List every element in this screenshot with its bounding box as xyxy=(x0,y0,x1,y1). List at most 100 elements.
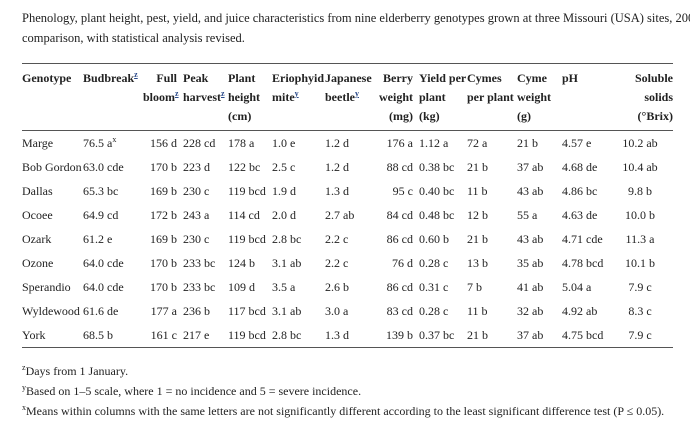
value-cell: 7.9 c xyxy=(607,323,673,348)
genotype-cell: Ozone xyxy=(22,255,54,270)
header-text: Cyme weight (g) xyxy=(517,71,551,123)
table-head: Genotype Budbreakz Full bloomz Peak harvest… xyxy=(22,63,673,131)
value-cell: 11 b xyxy=(467,183,488,198)
value-cell: 2.5 c xyxy=(272,159,296,174)
footnote-link[interactable]: x xyxy=(112,134,117,144)
value-cell: 0.31 c xyxy=(419,279,449,294)
value-cell: 3.0 a xyxy=(325,303,349,318)
value-cell: 12 b xyxy=(467,207,488,222)
value-cell: 37 ab xyxy=(517,159,544,174)
value-cell: 169 b xyxy=(150,231,177,246)
footnote-link[interactable]: y xyxy=(294,89,299,98)
value-cell: 2.8 bc xyxy=(272,231,302,246)
data-table: Genotype Budbreakz Full bloomz Peak harvest… xyxy=(22,63,673,348)
footnote-mark: y xyxy=(22,383,26,392)
header-text: Eriophyid mite xyxy=(272,71,325,104)
value-cell: 1.9 d xyxy=(272,183,296,198)
footnote-link[interactable]: z xyxy=(175,89,179,98)
value-cell: 11 b xyxy=(467,303,488,318)
value-cell: 1.2 d xyxy=(325,135,349,150)
footnote-link[interactable]: z xyxy=(134,70,138,79)
value-cell: 65.3 bc xyxy=(83,183,119,198)
value-cell: 2.6 b xyxy=(325,279,349,294)
value-cell: 119 bcd xyxy=(228,183,266,198)
value-cell: 156 d xyxy=(150,135,177,150)
value-cell: 64.0 cde xyxy=(83,279,124,294)
value-cell: 9.8 b xyxy=(628,183,652,198)
value-cell: 1.0 e xyxy=(272,135,296,150)
header-text: Genotype xyxy=(22,71,72,85)
value-cell: 2.2 c xyxy=(325,255,349,270)
value-cell: 86 cd xyxy=(386,231,413,246)
value-cell: 63.0 cde xyxy=(83,159,124,174)
table-row: York 68.5 b 161 c 217 e 119 bcd 2.8 bc 1.3 d 13… xyxy=(22,323,673,348)
value-cell: 114 cd xyxy=(228,207,260,222)
value-cell: 10.2 ab xyxy=(622,135,658,150)
value-cell: 1.3 d xyxy=(325,183,349,198)
value-cell: 122 bc xyxy=(228,159,261,174)
column-header: Berry weight (mg) xyxy=(379,63,419,131)
footnote-text: Based on 1–5 scale, where 1 = no inciden… xyxy=(26,384,362,398)
header-text: pH xyxy=(562,71,579,85)
value-cell: 170 b xyxy=(150,279,177,294)
value-cell: 21 b xyxy=(467,323,517,348)
header-text: Japanese beetle xyxy=(325,71,372,104)
value-cell: 176 a xyxy=(386,135,413,150)
genotype-cell: Wyldewood xyxy=(22,303,80,318)
footnote: xMeans within columns with the same lett… xyxy=(22,401,664,421)
value-cell: 0.60 b xyxy=(419,231,449,246)
genotype-cell: Ocoee xyxy=(22,207,53,222)
table-row: Marge 76.5 ax 156 d 228 cd 178 a 1.0 e 1.2 d 17… xyxy=(22,131,673,156)
value-cell: 21 b xyxy=(467,159,488,174)
value-cell: 0.28 c xyxy=(419,303,449,318)
header-text: Plant height (cm) xyxy=(228,71,261,123)
value-cell: 4.86 bc xyxy=(562,183,598,198)
value-cell: 43 ab xyxy=(517,231,544,246)
value-cell: 169 b xyxy=(150,183,177,198)
value-cell: 2.0 d xyxy=(272,207,296,222)
value-cell: 0.48 bc xyxy=(419,207,455,222)
value-cell: 1.3 d xyxy=(325,323,379,348)
genotype-cell: York xyxy=(22,323,83,348)
footnote-link[interactable]: y xyxy=(354,89,359,98)
value-cell: 13 b xyxy=(467,255,488,270)
value-cell: 72 a xyxy=(467,135,488,150)
table-body: Marge 76.5 ax 156 d 228 cd 178 a 1.0 e 1.2 d 17… xyxy=(22,131,673,348)
value-cell: 10.4 ab xyxy=(622,159,658,174)
column-header: pH xyxy=(562,63,607,131)
value-cell: 37 ab xyxy=(517,323,562,348)
value-cell: 2.2 c xyxy=(325,231,349,246)
value-cell: 83 cd xyxy=(386,303,413,318)
value-cell: 230 c xyxy=(183,183,210,198)
table-row: Bob Gordon 63.0 cde 170 b 223 d 122 bc 2.5 c 1… xyxy=(22,155,673,179)
value-cell: 0.40 bc xyxy=(419,183,455,198)
value-cell: 88 cd xyxy=(386,159,413,174)
value-cell: 4.68 de xyxy=(562,159,598,174)
value-cell: 124 b xyxy=(228,255,255,270)
value-cell: 139 b xyxy=(379,323,419,348)
table-row: Ocoee 64.9 cd 172 b 243 a 114 cd 2.0 d 2.7 ab 8… xyxy=(22,203,673,227)
value-cell: 41 ab xyxy=(517,279,544,294)
value-cell: 0.38 bc xyxy=(419,159,455,174)
column-header: Japanese beetley xyxy=(325,63,379,131)
column-header: Soluble solids (°Brix) xyxy=(607,63,673,131)
value-cell: 7.9 c xyxy=(628,279,652,294)
value-cell: 4.71 cde xyxy=(562,231,603,246)
value-cell: 170 b xyxy=(150,255,177,270)
footnote-mark: z xyxy=(22,363,26,372)
header-text: Full bloom xyxy=(143,71,177,104)
value-cell: 217 e xyxy=(183,323,228,348)
caption: Phenology, plant height, pest, yield, an… xyxy=(22,8,690,48)
header-text: Cymes per plant xyxy=(467,71,514,104)
value-cell: 7 b xyxy=(467,279,482,294)
value-cell: 4.78 bcd xyxy=(562,255,604,270)
footnotes: zDays from 1 January. yBased on 1–5 scale… xyxy=(22,361,664,421)
genotype-cell: Bob Gordon xyxy=(22,159,82,174)
footnote-link[interactable]: z xyxy=(221,89,225,98)
value-cell: 76 d xyxy=(392,255,413,270)
header-text: Budbreak xyxy=(83,71,135,85)
value-cell: 3.1 ab xyxy=(272,255,302,270)
value-cell: 228 cd xyxy=(183,135,216,150)
value-cell: 243 a xyxy=(183,207,210,222)
